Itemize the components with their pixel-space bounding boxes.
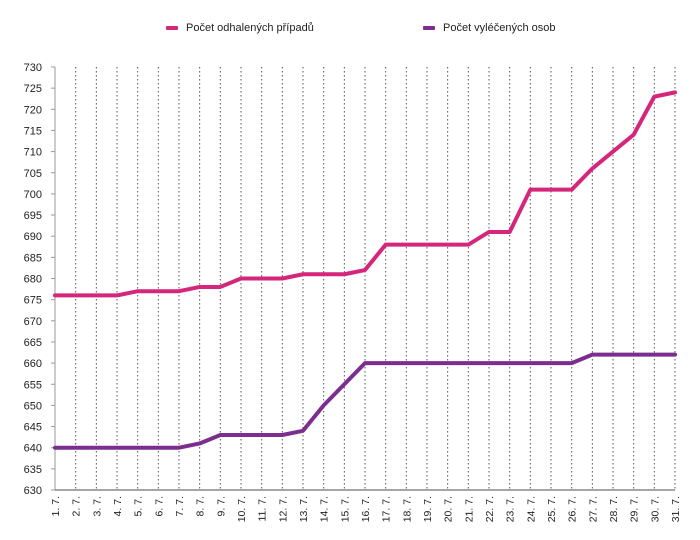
x-tick-label: 20. 7.: [443, 496, 455, 522]
y-tick-label: 645: [24, 422, 42, 434]
x-tick-label: 25. 7.: [546, 496, 558, 522]
legend-swatch-cases: [166, 26, 178, 30]
x-tick-label: 11. 7.: [257, 496, 269, 522]
x-tick-label: 9. 7.: [215, 496, 227, 516]
x-tick-label: 1. 7.: [50, 496, 62, 516]
y-tick-label: 640: [24, 443, 42, 455]
x-tick-label: 23. 7.: [505, 496, 517, 522]
x-tick-label: 19. 7.: [422, 496, 434, 522]
y-tick-label: 630: [24, 485, 42, 497]
y-tick-label: 690: [24, 231, 42, 243]
y-tick-label: 675: [24, 295, 42, 307]
x-tick-label: 24. 7.: [525, 496, 537, 522]
x-tick-label: 4. 7.: [112, 496, 124, 516]
y-tick-label: 705: [24, 168, 42, 180]
y-tick-label: 720: [24, 104, 42, 116]
legend-label-cases: Počet odhalených případů: [186, 22, 314, 34]
x-tick-label: 10. 7.: [236, 496, 248, 522]
x-tick-label: 13. 7.: [298, 496, 310, 522]
x-tick-label: 18. 7.: [401, 496, 413, 522]
y-tick-label: 700: [24, 189, 42, 201]
y-tick-label: 725: [24, 83, 42, 95]
y-tick-label: 730: [24, 62, 42, 74]
x-tick-label: 31. 7.: [670, 496, 682, 522]
y-tick-label: 665: [24, 337, 42, 349]
x-tick-label: 12. 7.: [277, 496, 289, 522]
y-tick-label: 695: [24, 210, 42, 222]
x-tick-label: 27. 7.: [587, 496, 599, 522]
x-tick-label: 3. 7.: [91, 496, 103, 516]
x-tick-label: 26. 7.: [567, 496, 579, 522]
y-tick-label: 710: [24, 147, 42, 159]
y-tick-label: 635: [24, 464, 42, 476]
x-tick-label: 30. 7.: [649, 496, 661, 522]
y-tick-label: 680: [24, 274, 42, 286]
x-tick-label: 5. 7.: [133, 496, 145, 516]
legend-item-cases: Počet odhalených případů: [166, 22, 314, 34]
y-tick-label: 660: [24, 358, 42, 370]
x-tick-label: 21. 7.: [463, 496, 475, 522]
x-tick-label: 8. 7.: [195, 496, 207, 516]
y-tick-label: 655: [24, 379, 42, 391]
y-tick-label: 650: [24, 400, 42, 412]
series-line-recovered: [53, 352, 677, 450]
x-tick-label: 2. 7.: [71, 496, 83, 516]
legend-label-recovered: Počet vyléčených osob: [443, 22, 556, 34]
x-tick-label: 29. 7.: [629, 496, 641, 522]
y-tick-label: 715: [24, 125, 42, 137]
x-tick-label: 15. 7.: [339, 496, 351, 522]
x-tick-label: 6. 7.: [153, 496, 165, 516]
legend-item-recovered: Počet vyléčených osob: [423, 22, 556, 34]
legend: Počet odhalených případů Počet vyléčenýc…: [0, 22, 700, 42]
x-tick-label: 22. 7.: [484, 496, 496, 522]
x-tick-label: 7. 7.: [174, 496, 186, 516]
x-tick-label: 28. 7.: [608, 496, 620, 522]
x-tick-label: 16. 7.: [360, 496, 372, 522]
x-tick-label: 14. 7.: [319, 496, 331, 522]
y-tick-label: 685: [24, 252, 42, 264]
y-tick-label: 670: [24, 316, 42, 328]
series-line-cases: [53, 90, 677, 298]
legend-swatch-recovered: [423, 26, 435, 30]
x-tick-label: 17. 7.: [381, 496, 393, 522]
